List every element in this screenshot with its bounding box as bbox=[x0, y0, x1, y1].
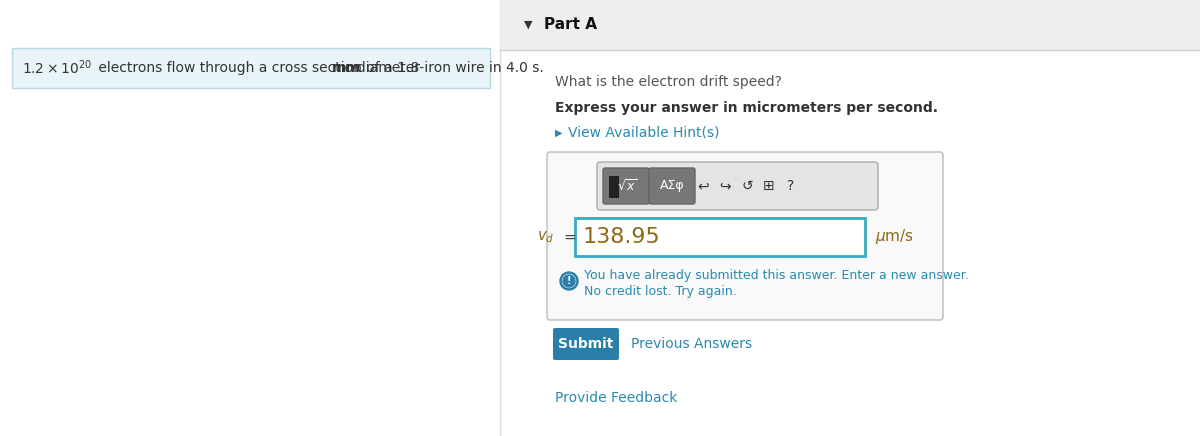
Text: ?: ? bbox=[787, 179, 794, 193]
Text: Provide Feedback: Provide Feedback bbox=[554, 391, 677, 405]
Text: ↪: ↪ bbox=[719, 179, 731, 193]
Text: ⊞: ⊞ bbox=[763, 179, 775, 193]
Text: ↩: ↩ bbox=[697, 179, 709, 193]
Text: electrons flow through a cross section of a 1.8-: electrons flow through a cross section o… bbox=[94, 61, 424, 75]
Text: $\mu$m/s: $\mu$m/s bbox=[875, 228, 914, 246]
Text: mm: mm bbox=[332, 61, 361, 75]
Bar bbox=[0, 0, 500, 436]
Bar bbox=[500, 0, 1200, 50]
Text: View Available Hint(s): View Available Hint(s) bbox=[568, 126, 720, 140]
Text: =: = bbox=[563, 229, 576, 245]
FancyBboxPatch shape bbox=[604, 168, 649, 204]
Bar bbox=[12, 48, 490, 88]
Text: Express your answer in micrometers per second.: Express your answer in micrometers per s… bbox=[554, 101, 938, 115]
Circle shape bbox=[563, 275, 575, 287]
Text: -diameter iron wire in 4.0 s.: -diameter iron wire in 4.0 s. bbox=[352, 61, 544, 75]
Bar bbox=[575, 218, 865, 256]
Text: No credit lost. Try again.: No credit lost. Try again. bbox=[584, 285, 737, 297]
FancyBboxPatch shape bbox=[598, 162, 878, 210]
Text: ▶: ▶ bbox=[554, 128, 563, 138]
Text: ▼: ▼ bbox=[523, 20, 533, 30]
Text: ↺: ↺ bbox=[742, 179, 752, 193]
Text: !: ! bbox=[566, 276, 571, 286]
Text: $1.2 \times 10^{20}$: $1.2 \times 10^{20}$ bbox=[22, 59, 92, 77]
Text: You have already submitted this answer. Enter a new answer.: You have already submitted this answer. … bbox=[584, 269, 968, 282]
Text: $v_\mathregular{d}$: $v_\mathregular{d}$ bbox=[538, 229, 554, 245]
Text: Previous Answers: Previous Answers bbox=[631, 337, 752, 351]
Text: Submit: Submit bbox=[558, 337, 613, 351]
Bar bbox=[610, 176, 619, 198]
Text: $\sqrt{x}$: $\sqrt{x}$ bbox=[617, 178, 637, 194]
FancyBboxPatch shape bbox=[547, 152, 943, 320]
FancyBboxPatch shape bbox=[649, 168, 695, 204]
Text: 138.95: 138.95 bbox=[583, 227, 661, 247]
Circle shape bbox=[560, 272, 578, 290]
Text: What is the electron drift speed?: What is the electron drift speed? bbox=[554, 75, 782, 89]
Text: Part A: Part A bbox=[544, 17, 598, 33]
FancyBboxPatch shape bbox=[553, 328, 619, 360]
Text: ΑΣφ: ΑΣφ bbox=[660, 180, 684, 193]
Circle shape bbox=[563, 275, 576, 287]
Bar bbox=[500, 0, 1200, 436]
